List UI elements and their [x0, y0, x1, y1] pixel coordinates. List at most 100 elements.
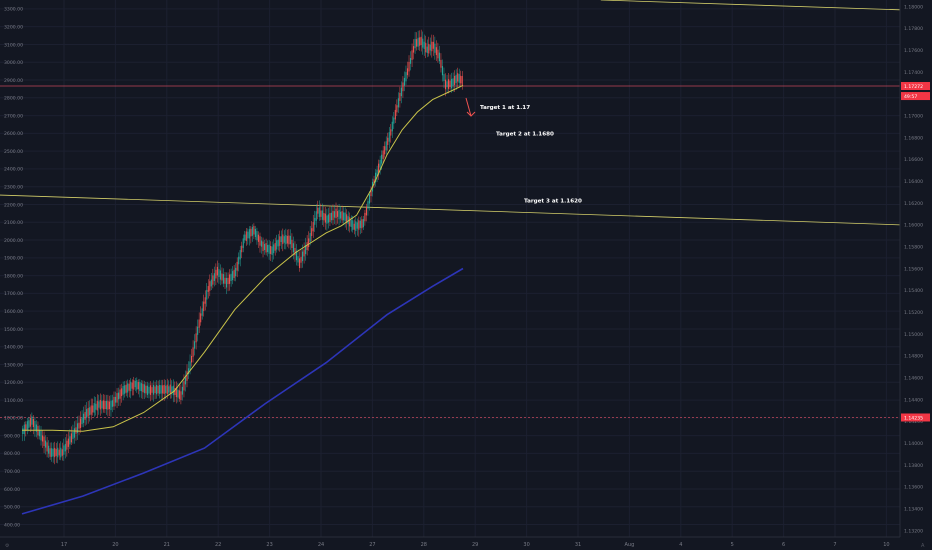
time-axis[interactable]: 17 20 21 22 23 24 27 28 29 30 31 Aug 4 5 6 7 10: [61, 542, 890, 548]
candle-body: [364, 212, 366, 222]
time-tick-label: 27: [369, 542, 375, 548]
trend-line[interactable]: [0, 194, 901, 226]
candle-body: [454, 75, 456, 85]
left-tick-label: 3100.00: [4, 42, 23, 48]
auto-scale-icon[interactable]: A: [921, 543, 925, 549]
left-tick-label: 600.00: [4, 487, 20, 493]
candle-body: [148, 386, 150, 394]
candle-body: [385, 141, 387, 151]
candle-body: [67, 438, 69, 447]
candle-body: [429, 44, 431, 51]
left-tick-label: 1900.00: [4, 256, 23, 262]
candle-body: [253, 226, 255, 235]
down-arrow-icon[interactable]: [465, 97, 476, 117]
candle-body: [25, 424, 27, 431]
candle-body: [388, 132, 390, 142]
right-tick-label: 1.14800: [904, 354, 923, 360]
right-tick-label: 1.16000: [904, 223, 923, 229]
candle-body: [48, 445, 50, 454]
left-tick-label: 3000.00: [4, 60, 23, 66]
price-tag: [901, 82, 930, 91]
target-annotation-3[interactable]: Target 3 at 1.1620: [524, 198, 582, 204]
candle-body: [76, 423, 79, 433]
target-annotation-2[interactable]: Target 2 at 1.1680: [496, 132, 554, 138]
candle-body: [111, 400, 114, 407]
left-tick-label: 3300.00: [4, 7, 23, 13]
candle-body: [81, 417, 83, 425]
candle-body: [286, 236, 288, 244]
right-tick-label: 1.16800: [904, 135, 923, 141]
candle-body: [396, 105, 398, 113]
candle-body: [408, 61, 410, 72]
candle-body: [317, 207, 319, 214]
candle-body: [387, 137, 389, 145]
candle-body: [92, 405, 94, 413]
right-tick-label: 1.17800: [904, 26, 923, 32]
candle-body: [166, 384, 168, 395]
candle-body: [218, 269, 220, 278]
candle-body: [236, 261, 238, 271]
candle-body: [194, 341, 196, 349]
candle-body: [105, 400, 107, 410]
time-axis-panel[interactable]: [0, 537, 932, 550]
candle-body: [353, 223, 355, 230]
left-tick-label: 1000.00: [4, 416, 23, 422]
right-tick-label: 1.17400: [904, 70, 923, 76]
left-tick-label: 2900.00: [4, 78, 23, 84]
candle-body: [152, 385, 155, 395]
candle-body: [381, 154, 383, 164]
candle-body: [238, 256, 240, 265]
candle-body: [23, 424, 25, 435]
candle-body: [274, 243, 276, 251]
candle-body: [326, 215, 328, 224]
right-tick-label: 1.13800: [904, 463, 923, 469]
target-annotation-1[interactable]: Target 1 at 1.17: [480, 105, 530, 111]
candle-body: [200, 313, 202, 323]
candle-body: [168, 386, 170, 393]
candle-body: [279, 236, 281, 246]
candle-body: [57, 447, 59, 458]
candle-body: [130, 381, 132, 392]
candle-body: [311, 228, 313, 236]
right-tick-label: 1.16200: [904, 201, 923, 207]
candle-body: [183, 381, 185, 391]
candle-body: [96, 400, 98, 411]
candle-body: [409, 58, 412, 64]
candle-body: [451, 78, 453, 89]
right-tick-label: 1.18000: [904, 4, 923, 10]
candle-body: [35, 424, 38, 432]
candle-body: [162, 385, 164, 394]
left-tick-label: 2100.00: [4, 220, 23, 226]
candle-body: [343, 212, 345, 221]
right-axis-panel[interactable]: [900, 0, 932, 550]
candle-body: [133, 380, 135, 390]
price-tag: [901, 413, 930, 422]
candle-body: [382, 150, 384, 159]
candle-body: [186, 371, 188, 381]
candle-body: [79, 418, 82, 428]
candle-body: [341, 211, 343, 221]
candle-body: [262, 241, 264, 252]
candle-body: [219, 270, 222, 280]
candle-body: [233, 269, 235, 278]
candle-body: [403, 77, 406, 86]
candle-body: [216, 266, 218, 276]
right-tick-label: 1.14000: [904, 441, 923, 447]
candle-body: [209, 281, 211, 291]
right-price-axis[interactable]: 1.13200 1.13400 1.13600 1.13800 1.14000 1.142…: [901, 4, 930, 534]
right-tick-label: 1.16400: [904, 179, 923, 185]
candle-body: [46, 442, 48, 452]
left-tick-label: 700.00: [4, 469, 20, 475]
candle-body: [72, 431, 74, 440]
candle-body: [362, 219, 364, 228]
candle-body: [134, 381, 136, 388]
candle-body: [118, 392, 120, 400]
candle-body: [250, 228, 252, 237]
candle-body: [230, 273, 232, 282]
settings-corner-icon[interactable]: ⚙: [5, 543, 10, 549]
trend-line[interactable]: [600, 0, 901, 11]
candle-body: [247, 231, 249, 239]
candle-body: [190, 355, 193, 363]
candle-body: [417, 37, 419, 47]
